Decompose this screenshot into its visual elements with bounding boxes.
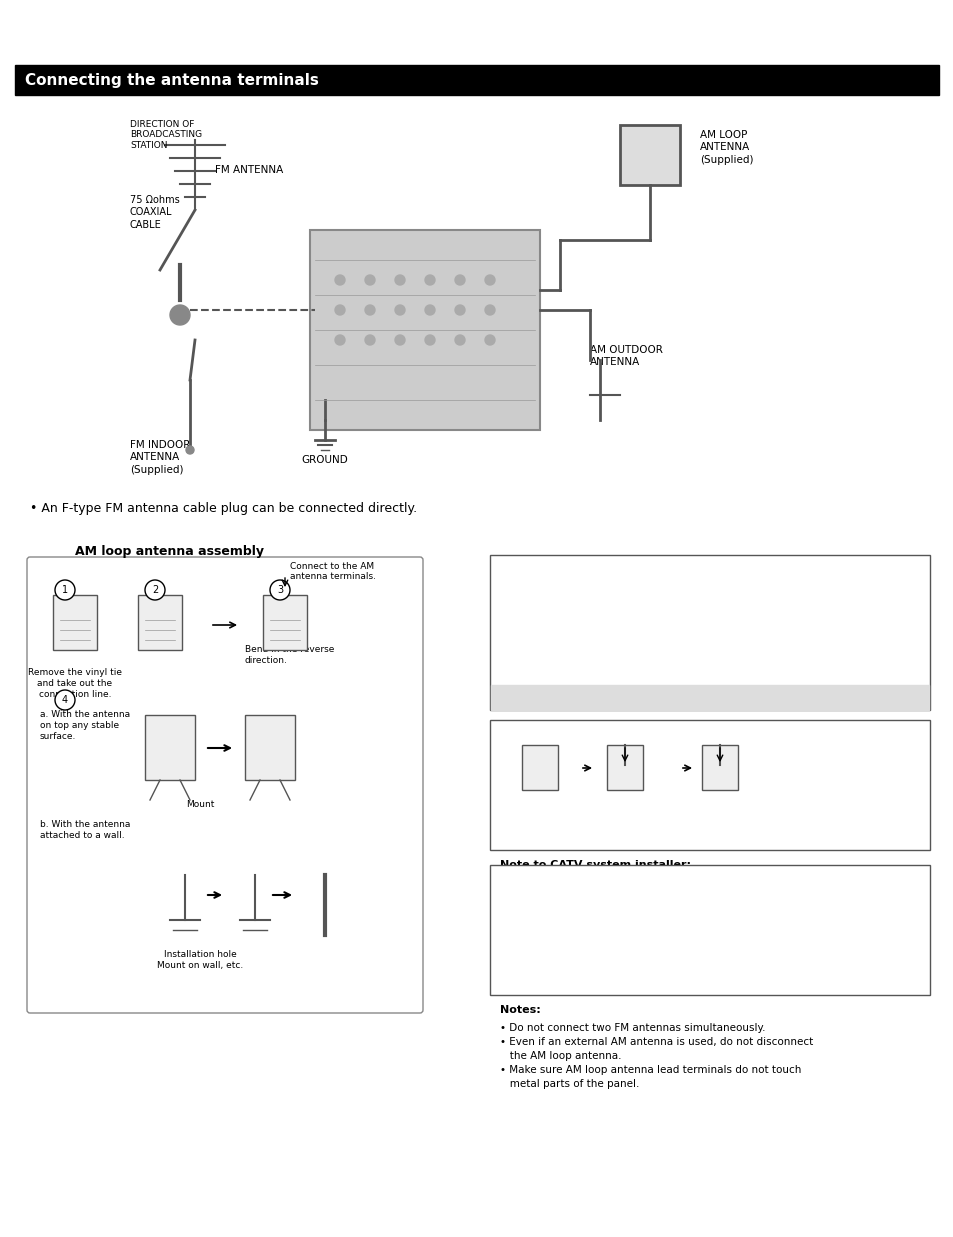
Text: DIRECTION OF
BROADCASTING
STATION: DIRECTION OF BROADCASTING STATION xyxy=(130,120,202,150)
Circle shape xyxy=(365,306,375,315)
Text: Mount: Mount xyxy=(186,800,214,809)
Circle shape xyxy=(145,580,165,600)
Bar xyxy=(138,595,182,649)
Text: • An F-type FM antenna cable plug can be connected directly.: • An F-type FM antenna cable plug can be… xyxy=(30,502,416,515)
Text: GROUND: GROUND xyxy=(301,455,348,465)
Text: 75 Ωohms
COAXIAL
CABLE: 75 Ωohms COAXIAL CABLE xyxy=(130,195,179,230)
Bar xyxy=(701,745,738,790)
Bar xyxy=(15,66,938,95)
Bar xyxy=(606,745,642,790)
Circle shape xyxy=(455,275,464,285)
Circle shape xyxy=(365,335,375,345)
Text: Connect to the AM
antenna terminals.: Connect to the AM antenna terminals. xyxy=(290,562,375,581)
Circle shape xyxy=(424,335,435,345)
Circle shape xyxy=(270,580,290,600)
Bar xyxy=(619,125,679,186)
Bar xyxy=(145,715,194,781)
Text: FM ANTENNA: FM ANTENNA xyxy=(214,165,283,174)
Text: 4: 4 xyxy=(62,695,68,705)
Circle shape xyxy=(424,275,435,285)
Text: AM OUTDOOR
ANTENNA: AM OUTDOOR ANTENNA xyxy=(589,345,662,367)
Bar xyxy=(490,865,929,995)
Circle shape xyxy=(455,335,464,345)
Circle shape xyxy=(484,275,495,285)
Circle shape xyxy=(395,275,405,285)
Circle shape xyxy=(395,306,405,315)
Text: 2: 2 xyxy=(152,585,158,595)
Circle shape xyxy=(455,306,464,315)
Text: Connection of AM antennas: Connection of AM antennas xyxy=(613,696,805,710)
Text: Notes:: Notes: xyxy=(499,1004,540,1016)
Circle shape xyxy=(424,306,435,315)
Circle shape xyxy=(335,335,345,345)
Text: Note to CATV system installer:: Note to CATV system installer: xyxy=(499,860,690,870)
Text: This reminder is provided to call the CATV system installer's
attention to Artic: This reminder is provided to call the CA… xyxy=(499,878,813,954)
Text: FM INDOOR
ANTENNA
(Supplied): FM INDOOR ANTENNA (Supplied) xyxy=(130,440,191,475)
FancyBboxPatch shape xyxy=(27,557,422,1013)
Bar xyxy=(245,715,294,781)
Bar xyxy=(53,595,97,649)
Circle shape xyxy=(335,306,345,315)
Text: Installation hole
Mount on wall, etc.: Installation hole Mount on wall, etc. xyxy=(156,950,243,970)
Text: b. With the antenna
attached to a wall.: b. With the antenna attached to a wall. xyxy=(40,820,131,840)
Bar xyxy=(310,230,539,430)
Text: 3: 3 xyxy=(276,585,283,595)
Circle shape xyxy=(365,275,375,285)
Circle shape xyxy=(55,580,75,600)
Bar xyxy=(490,555,929,710)
Text: Bend in the reverse
direction.: Bend in the reverse direction. xyxy=(245,644,334,666)
Text: Connecting the antenna terminals: Connecting the antenna terminals xyxy=(25,73,318,88)
Bar xyxy=(521,745,558,790)
Circle shape xyxy=(55,690,75,710)
Bar xyxy=(263,595,307,649)
Circle shape xyxy=(395,335,405,345)
Bar xyxy=(490,720,929,850)
Bar xyxy=(491,685,928,710)
Text: AM loop antenna assembly: AM loop antenna assembly xyxy=(75,546,264,558)
Circle shape xyxy=(170,306,190,325)
Circle shape xyxy=(484,306,495,315)
Text: • Do not connect two FM antennas simultaneously.
• Even if an external AM antenn: • Do not connect two FM antennas simulta… xyxy=(499,1023,812,1089)
Circle shape xyxy=(335,275,345,285)
Text: a. With the antenna
on top any stable
surface.: a. With the antenna on top any stable su… xyxy=(40,710,130,741)
Text: Remove the vinyl tie
and take out the
connection line.: Remove the vinyl tie and take out the co… xyxy=(28,668,122,699)
Text: AM LOOP
ANTENNA
(Supplied): AM LOOP ANTENNA (Supplied) xyxy=(700,130,753,165)
Circle shape xyxy=(484,335,495,345)
Text: 1. Push the lever.    2. Insert the conductor.    3. Return the lever.: 1. Push the lever. 2. Insert the conduct… xyxy=(510,730,847,740)
Text: 1: 1 xyxy=(62,585,68,595)
Circle shape xyxy=(186,447,193,454)
